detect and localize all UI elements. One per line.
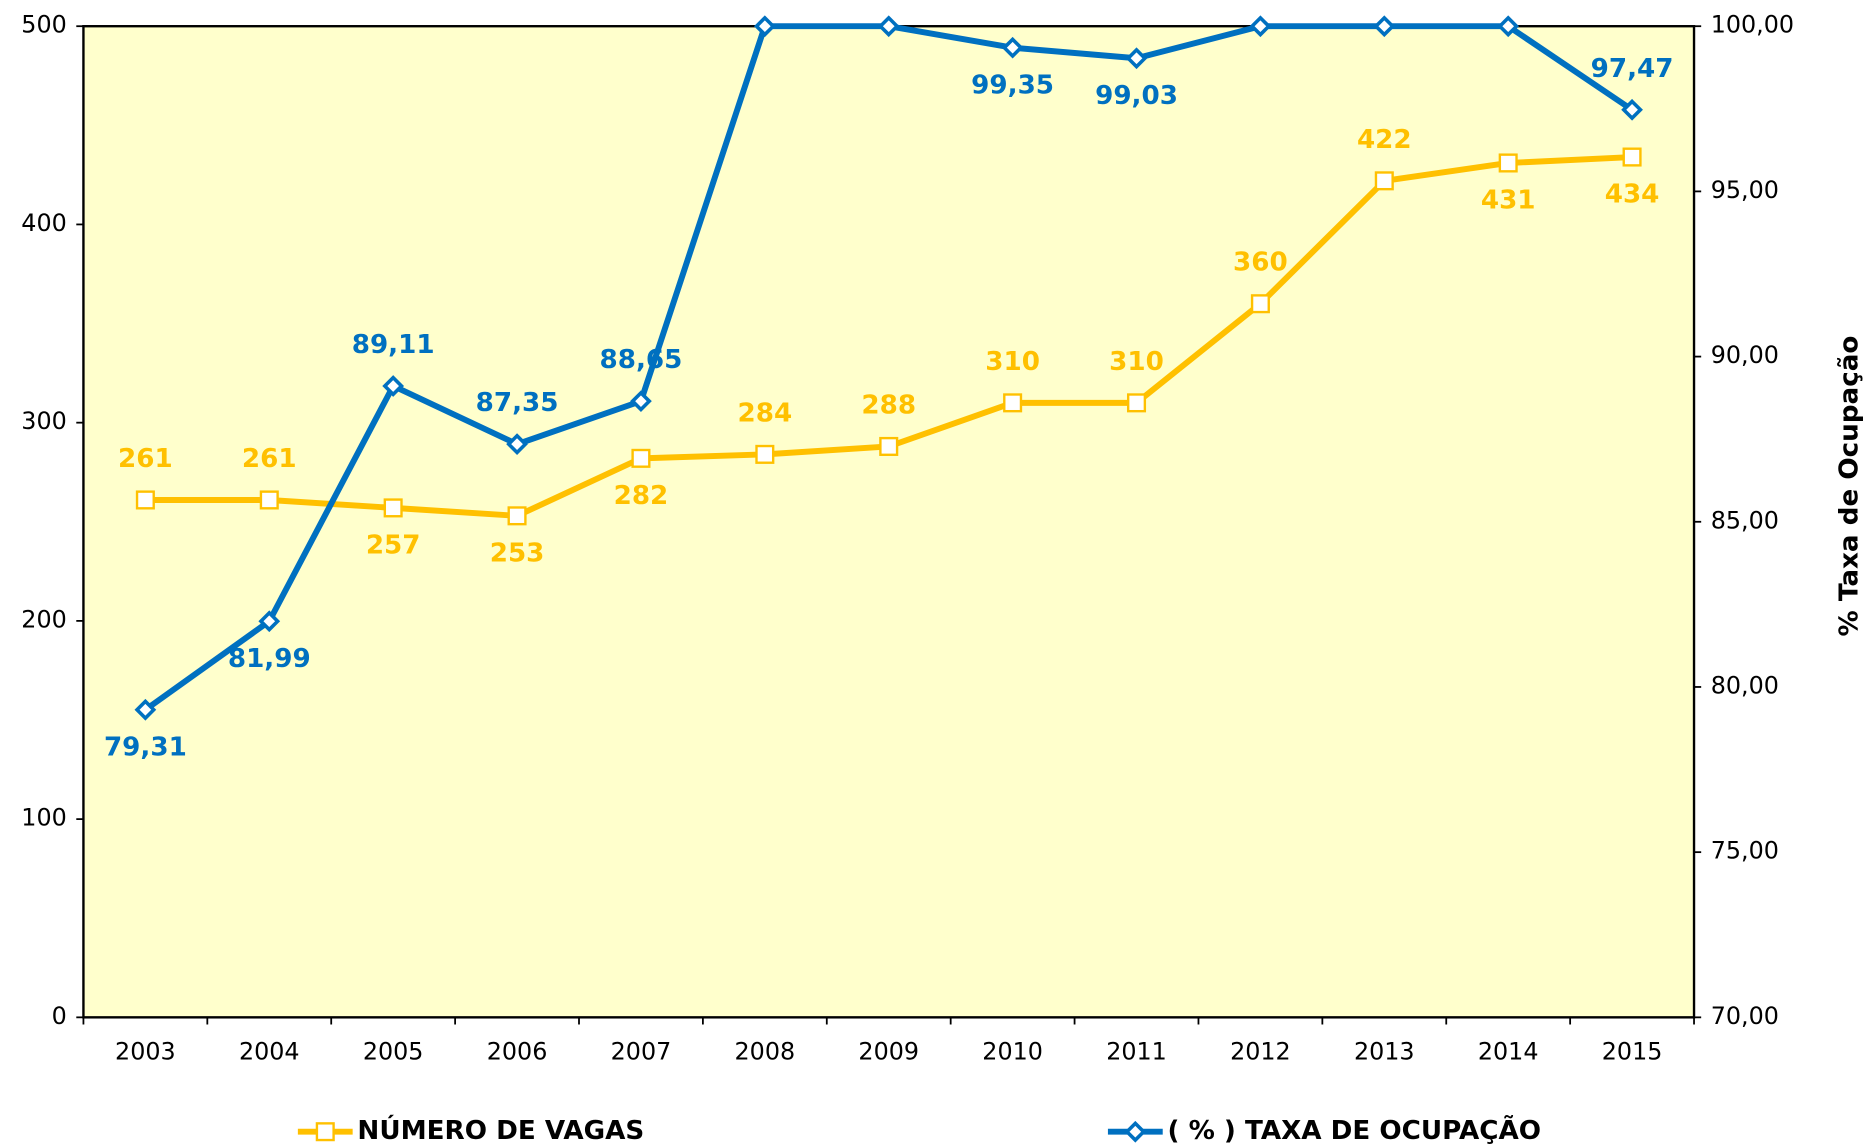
marker [1001, 36, 1024, 59]
y2-tick-label: 100,00 [1711, 11, 1794, 39]
data-label: 88,65 [600, 345, 683, 375]
x-tick-label: 2008 [735, 1038, 796, 1066]
marker [134, 698, 157, 721]
y2-tick-label: 85,00 [1711, 506, 1779, 534]
data-label: 284 [738, 398, 793, 428]
data-label: 99,35 [971, 70, 1054, 100]
data-label: 253 [490, 538, 545, 568]
x-tick-label: 2015 [1602, 1038, 1663, 1066]
y-tick-label: 200 [21, 605, 66, 633]
marker [630, 390, 652, 413]
marker [1621, 98, 1643, 121]
marker [135, 490, 155, 510]
y-tick-label: 500 [21, 11, 66, 39]
y-tick-label: 100 [21, 804, 66, 832]
y2-tick-label: 70,00 [1711, 1002, 1779, 1030]
marker [1003, 393, 1023, 413]
marker [879, 436, 899, 456]
legend-marker [315, 1122, 335, 1142]
marker [1249, 15, 1272, 38]
data-label: 97,47 [1591, 54, 1674, 84]
marker [258, 610, 281, 633]
y2-tick-label: 80,00 [1711, 671, 1779, 699]
data-label: 89,11 [352, 330, 435, 360]
data-label: 79,31 [104, 732, 187, 762]
y-tick-label: 0 [52, 1002, 67, 1030]
data-label: 257 [366, 531, 421, 561]
x-tick-label: 2013 [1354, 1038, 1415, 1066]
y2-axis-label: % Taxa de Ocupação [1835, 336, 1865, 637]
x-tick-label: 2007 [611, 1038, 672, 1066]
y2-tick-label: 95,00 [1711, 176, 1779, 204]
data-label: 422 [1357, 125, 1412, 155]
x-tick-label: 2004 [239, 1038, 300, 1066]
data-label: 99,03 [1095, 81, 1178, 111]
marker [1622, 147, 1642, 167]
data-label: 310 [985, 347, 1040, 377]
marker [1374, 171, 1394, 191]
data-label: 360 [1233, 248, 1288, 278]
plot-area [82, 25, 1696, 1019]
x-tick-label: 2006 [487, 1038, 548, 1066]
x-tick-label: 2014 [1478, 1038, 1539, 1066]
y2-tick-label: 75,00 [1711, 837, 1779, 865]
data-label: 431 [1481, 186, 1536, 216]
data-label: 81,99 [228, 644, 311, 674]
marker [1373, 15, 1396, 38]
data-label: 282 [614, 481, 669, 511]
y2-tick-label: 90,00 [1711, 341, 1779, 369]
data-label: 261 [118, 444, 173, 474]
marker [1125, 47, 1148, 70]
marker [1497, 15, 1520, 38]
marker [1498, 153, 1518, 173]
marker [1126, 393, 1147, 413]
marker [382, 375, 405, 397]
marker [1250, 294, 1270, 314]
data-label: 87,35 [476, 388, 559, 418]
marker [259, 490, 279, 510]
x-tick-label: 2009 [858, 1038, 919, 1066]
y-tick-label: 300 [21, 407, 66, 435]
data-label: 261 [242, 444, 297, 474]
marker [753, 15, 776, 38]
legend-label: NÚMERO DE VAGAS [357, 1114, 644, 1146]
marker [755, 444, 775, 464]
x-tick-label: 2010 [982, 1038, 1043, 1066]
marker [631, 448, 651, 468]
marker [383, 498, 403, 518]
marker [506, 433, 528, 456]
x-tick-label: 2005 [363, 1038, 424, 1066]
marker [507, 506, 527, 526]
y-tick-label: 400 [21, 209, 66, 237]
marker [877, 15, 900, 38]
data-label: 310 [1109, 347, 1164, 377]
legend-marker [1124, 1120, 1147, 1143]
x-tick-label: 2012 [1230, 1038, 1291, 1066]
x-tick-label: 2011 [1106, 1038, 1167, 1066]
data-label: 434 [1605, 180, 1660, 210]
x-tick-label: 2003 [115, 1038, 176, 1066]
legend-label: ( % ) TAXA DE OCUPAÇÃO [1167, 1114, 1541, 1146]
data-label: 288 [861, 390, 916, 420]
